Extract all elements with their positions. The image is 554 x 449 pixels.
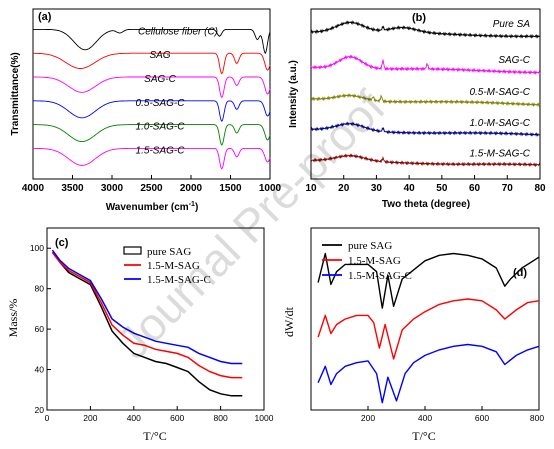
series-label-b-pure-sa: Pure SA — [493, 19, 531, 30]
panel-d-xlabel: T/°C — [412, 429, 435, 443]
panel-a-xlabel: Wavenumber (cm-1) — [106, 201, 199, 213]
series-a-cellulose-fiber-c — [33, 28, 271, 55]
series-label-b-1-5-m-sag-c: 1.5-M-SAG-C — [469, 148, 530, 159]
xtick-label-c: 0 — [45, 413, 50, 423]
series-a-1-5-sag-c — [33, 147, 271, 170]
series-a-0-5-sag-c — [33, 100, 271, 123]
series-b-1-0-m-sag-c — [310, 121, 541, 137]
legend-swatch-c — [123, 246, 142, 255]
panel-c-label: (c) — [55, 237, 69, 249]
series-c-pure-sag — [51, 251, 243, 397]
xtick-label-a: 3000 — [101, 183, 124, 194]
series-a-sag — [33, 52, 271, 75]
series-d-1-5-m-sag-c — [317, 343, 540, 404]
xtick-label-b: 80 — [534, 183, 546, 194]
xtick-label-c: 600 — [170, 413, 184, 423]
series-b-0-5-m-sag-c — [310, 93, 541, 108]
legend-label-c: pure SAG — [147, 246, 191, 258]
ytick-label-c: 40 — [35, 365, 45, 375]
ytick-label-c: 100 — [30, 243, 44, 253]
panel-a-label: (a) — [38, 11, 52, 23]
panel-c-ylabel: Mass/% — [6, 299, 20, 338]
panel-b-label: (b) — [412, 12, 426, 24]
series-label-a-sag-c: SAG-C — [144, 74, 176, 85]
xtick-label-d: 400 — [418, 413, 432, 423]
series-label-b-0-5-m-sag-c: 0.5-M-SAG-C — [469, 87, 530, 98]
series-label-a-1-5-sag-c: 1.5-SAG-C — [136, 145, 186, 156]
xtick-label-a: 1000 — [259, 183, 282, 194]
series-c-1-5-m-sag-c — [51, 249, 243, 365]
series-c-1-5-m-sag — [51, 251, 243, 379]
series-a-sag-c — [33, 76, 271, 99]
panel-b-xlabel: Two theta (degree) — [382, 199, 470, 210]
series-b-pure-sa — [310, 20, 541, 39]
panel-c-xlabel: T/°C — [143, 429, 166, 443]
xtick-label-a: 1500 — [219, 183, 242, 194]
legend-label-d: 1.5-M-SAG-C — [348, 270, 412, 282]
xtick-label-d: 200 — [361, 413, 375, 423]
panel-c-frame — [46, 227, 265, 411]
series-b-sag-c — [310, 54, 541, 75]
series-b-1-5-m-sag-c — [310, 153, 541, 168]
legend-label-c: 1.5-M-SAG — [147, 260, 200, 272]
xtick-label-c: 1000 — [255, 413, 274, 423]
xtick-label-a: 2000 — [180, 183, 203, 194]
xtick-label-b: 70 — [502, 183, 514, 194]
series-d-1-5-m-sag — [317, 298, 540, 360]
series-label-a-sag: SAG — [149, 50, 170, 61]
xtick-label-b: 40 — [404, 183, 416, 194]
legend-label-d: pure SAG — [348, 240, 392, 252]
legend-label-c: 1.5-M-SAG-C — [147, 274, 211, 286]
series-label-a-0-5-sag-c: 0.5-SAG-C — [136, 98, 186, 109]
series-label-a-cellulose-fiber-c: Cellulose fiber (C) — [138, 26, 218, 37]
series-d-pure-sag — [317, 252, 540, 309]
panel-d-label: (d) — [513, 267, 527, 279]
ytick-label-c: 80 — [35, 284, 45, 294]
xtick-label-b: 60 — [469, 183, 481, 194]
legend-label-d: 1.5-M-SAG — [348, 255, 401, 267]
series-a-1-0-sag-c — [33, 124, 271, 146]
xtick-label-b: 50 — [436, 183, 448, 194]
panel-b: Pure SA SAG-C 0.5-M-SAG-C 1.0-M-SAG-C 1.5-M-… — [288, 8, 546, 210]
series-label-a-1-0-sag-c: 1.0-SAG-C — [136, 122, 186, 133]
xtick-label-c: 800 — [214, 413, 228, 423]
xtick-label-c: 200 — [83, 413, 97, 423]
xtick-label-a: 2500 — [140, 183, 163, 194]
panel-d: 200 400 600 800 pure SAG 1.5-M-SAG 1.5-M-SAG-… — [282, 227, 544, 443]
xtick-label-d: 600 — [475, 413, 489, 423]
xtick-label-c: 400 — [127, 413, 141, 423]
xtick-label-a: 4000 — [22, 183, 45, 194]
panel-b-frame — [310, 8, 541, 180]
xtick-label-b: 20 — [338, 183, 350, 194]
panel-d-ylabel: dW/dt — [282, 306, 296, 337]
panel-c: 0 200 400 600 800 1000 20 40 60 80 100 pure SAG 1.5… — [6, 227, 274, 443]
ytick-label-c: 60 — [35, 324, 45, 334]
xtick-label-a: 3500 — [61, 183, 84, 194]
ytick-label-c: 20 — [35, 405, 45, 415]
panel-a-ylabel: Transmittance(%) — [10, 52, 21, 135]
series-label-b-1-0-m-sag-c: 1.0-M-SAG-C — [469, 118, 530, 129]
panel-a: Cellulose fiber (C) SAG SAG-C 0.5-SAG-C 1.0-… — [10, 8, 282, 213]
series-label-b-sag-c: SAG-C — [498, 55, 530, 66]
xtick-label-b: 10 — [305, 183, 317, 194]
xtick-label-b: 30 — [371, 183, 383, 194]
panel-b-ylabel: Intensity (a.u.) — [288, 60, 299, 128]
xtick-label-d: 800 — [530, 413, 544, 423]
